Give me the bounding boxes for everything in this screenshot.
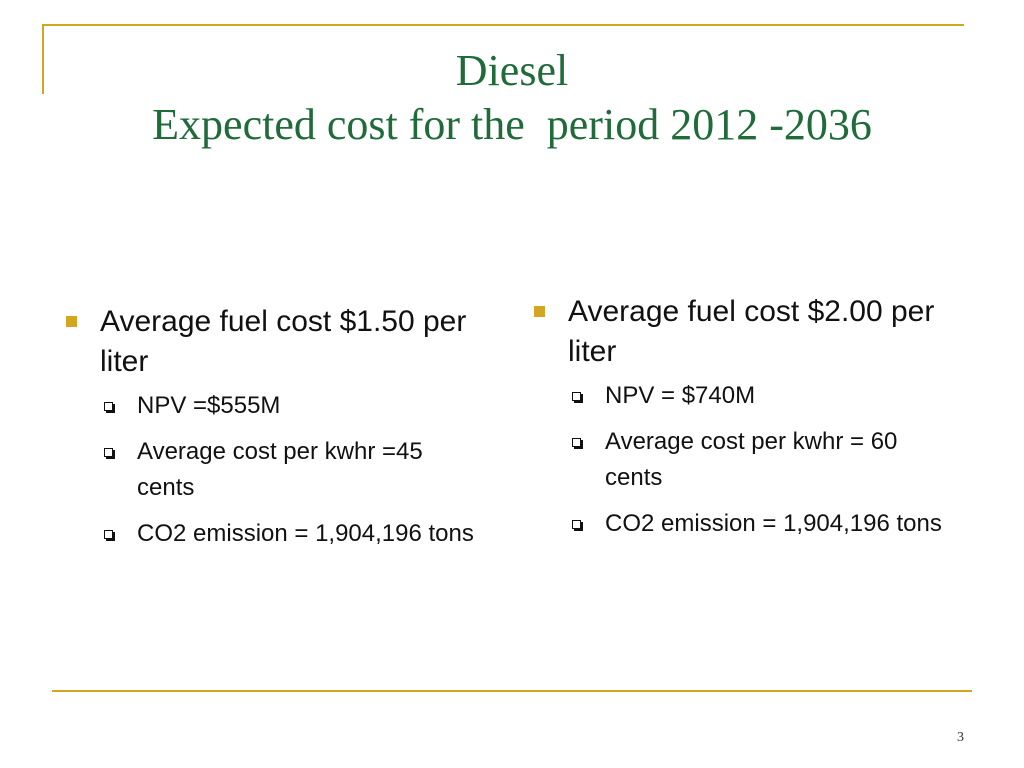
left-heading-item: Average fuel cost $1.50 per liter [60,302,480,382]
right-cost-text: Average cost per kwhr = 60 cents [605,428,898,491]
right-heading-text: Average fuel cost $2.00 per liter [568,295,935,368]
square-bullet-icon [534,306,545,317]
left-heading-text: Average fuel cost $1.50 per liter [100,305,467,378]
right-column: Average fuel cost $2.00 per liter NPV = … [528,292,948,552]
page-number: 3 [957,730,964,745]
bottom-divider-line [52,690,972,692]
right-list-item: Average cost per kwhr = 60 cents [528,424,948,496]
left-cost-text: Average cost per kwhr =45 cents [137,438,423,501]
top-border-line [42,24,964,26]
square-bullet-icon [66,316,77,327]
left-list-item: NPV =$555M [60,388,480,424]
title-line-2: Expected cost for the period 2012 -2036 [152,100,872,149]
left-list-item: Average cost per kwhr =45 cents [60,434,480,506]
right-heading-item: Average fuel cost $2.00 per liter [528,292,948,372]
title-line-1: Diesel [455,46,569,95]
left-npv-text: NPV =$555M [137,392,281,419]
left-border-line [42,24,44,94]
left-list-item: CO2 emission = 1,904,196 tons [60,516,480,552]
right-npv-text: NPV = $740M [605,382,756,409]
right-list-item: CO2 emission = 1,904,196 tons [528,506,948,542]
left-co2-text: CO2 emission = 1,904,196 tons [137,520,474,547]
right-co2-text: CO2 emission = 1,904,196 tons [605,510,942,537]
box-bullet-icon [104,402,113,411]
box-bullet-icon [104,448,113,457]
box-bullet-icon [572,392,581,401]
slide-title: Diesel Expected cost for the period 2012… [60,44,964,152]
box-bullet-icon [572,438,581,447]
right-list-item: NPV = $740M [528,378,948,414]
box-bullet-icon [572,520,581,529]
left-column: Average fuel cost $1.50 per liter NPV =$… [60,302,480,562]
box-bullet-icon [104,530,113,539]
